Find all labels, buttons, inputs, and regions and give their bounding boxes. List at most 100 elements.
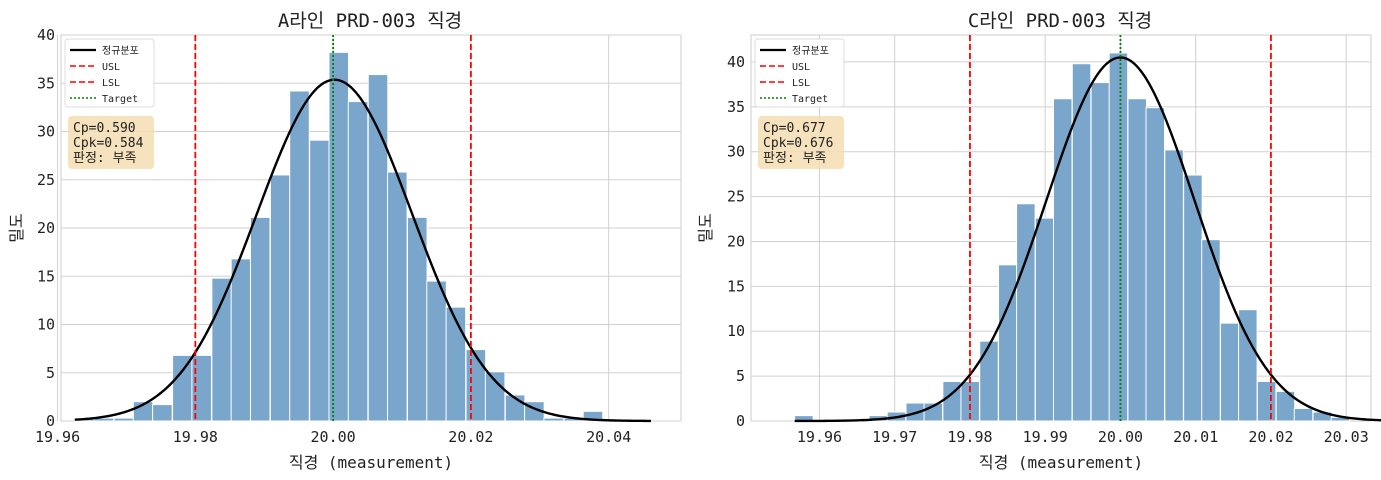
legend-box [64, 38, 155, 108]
y-tick-labels: 0 5 10 15 20 25 30 35 40 [727, 53, 745, 430]
histogram-bar [1016, 203, 1036, 422]
histogram-bar [979, 340, 999, 422]
y-tick-label: 5 [736, 367, 745, 385]
y-tick-label: 40 [727, 53, 745, 71]
y-tick-label: 5 [46, 364, 55, 382]
x-tick-labels: 19.96 19.98 20.00 20.02 20.04 [35, 428, 631, 446]
normal-curve-line [794, 56, 1381, 423]
stats-cpk: Cpk=0.676 [763, 136, 833, 151]
y-tick-label: 35 [37, 74, 55, 92]
x-tick-label: 20.02 [1248, 428, 1293, 446]
legend-label-usl: USL [792, 62, 810, 73]
y-tick-labels: 0 5 10 15 20 25 30 35 40 [37, 26, 55, 430]
histogram-bar [269, 174, 291, 422]
y-tick-label: 30 [37, 123, 55, 141]
stats-cp: Cp=0.677 [763, 121, 826, 136]
x-tick-label: 19.98 [947, 428, 992, 446]
normal-curve-line [74, 78, 651, 423]
histogram-bar [230, 258, 252, 422]
histogram-bar [309, 139, 330, 422]
histogram-bar [328, 51, 350, 422]
histogram-bar [1034, 217, 1055, 422]
x-tick-label: 19.97 [872, 428, 917, 446]
y-tick-label: 0 [736, 412, 745, 430]
chart-panel-c-line: C라인 PRD-003 직경 19.96 19.97 19.98 19.99 20.00… [696, 10, 1381, 472]
y-tick-label: 20 [37, 219, 55, 237]
histogram-bar [1052, 98, 1073, 422]
legend-label-normal: 정규분포 [102, 45, 139, 57]
histogram-bar [1090, 82, 1111, 422]
histogram-bar [1164, 149, 1184, 422]
legend-box [754, 38, 845, 108]
x-tick-label: 20.00 [311, 428, 356, 446]
histogram-bar [1293, 407, 1314, 422]
stats-box-background [68, 116, 154, 169]
legend-label-lsl: LSL [102, 78, 120, 89]
histogram-bar [465, 349, 487, 422]
histogram-bar [1256, 381, 1277, 422]
histogram-bar [1108, 52, 1129, 422]
histogram-bar [445, 306, 467, 422]
normal-curve [74, 78, 651, 423]
y-axis-label: 밀도 [696, 213, 715, 242]
histogram-bar [1238, 309, 1258, 422]
histogram-bar [1127, 98, 1147, 422]
y-tick-label: 20 [727, 232, 745, 250]
chart-title: A라인 PRD-003 직경 [278, 10, 462, 32]
y-tick-label: 15 [727, 277, 745, 295]
x-tick-label: 20.03 [1324, 428, 1369, 446]
y-tick-label: 15 [37, 267, 55, 285]
histogram-bar [152, 404, 173, 422]
x-tick-label: 20.02 [448, 428, 493, 446]
histogram-bar [249, 216, 271, 422]
histogram-bar [289, 90, 310, 422]
x-tick-label: 19.96 [797, 428, 842, 446]
x-tick-labels: 19.96 19.97 19.98 19.99 20.00 20.01 20.02 20.03 [797, 428, 1369, 446]
x-tick-label: 19.98 [173, 428, 218, 446]
legend: 정규분포 USL LSL Target [64, 38, 155, 108]
histogram-bar [582, 410, 604, 422]
x-tick-label: 20.00 [1098, 428, 1143, 446]
stats-cpk: Cpk=0.584 [73, 136, 144, 151]
y-tick-label: 40 [37, 26, 55, 44]
y-tick-label: 0 [46, 412, 55, 430]
legend-label-target: Target [792, 94, 828, 105]
histogram-bar [543, 417, 564, 422]
stats-cp: Cp=0.590 [73, 121, 136, 136]
spec-lines [194, 35, 472, 421]
chart-title: C라인 PRD-003 직경 [968, 10, 1152, 32]
x-axis-label: 직경 (measurement) [289, 453, 453, 472]
legend-label-normal: 정규분포 [792, 45, 829, 57]
x-tick-label: 20.01 [1173, 428, 1218, 446]
stats-verdict: 판정: 부족 [73, 151, 137, 166]
histogram-bars [74, 51, 604, 422]
y-tick-label: 25 [727, 188, 745, 206]
legend-label-lsl: LSL [792, 78, 810, 89]
x-tick-label: 20.04 [586, 428, 631, 446]
histogram-bar [347, 101, 369, 422]
legend: 정규분포 USL LSL Target [754, 38, 845, 108]
y-tick-label: 30 [727, 143, 745, 161]
y-tick-label: 10 [727, 322, 745, 340]
histogram-bar [387, 171, 408, 422]
histogram-bar [426, 280, 447, 422]
y-axis-label: 밀도 [7, 213, 26, 242]
histogram-bar [1145, 107, 1166, 422]
histogram-bar [113, 417, 135, 422]
histogram-bars [794, 52, 1351, 422]
stats-box: Cp=0.590 Cpk=0.584 판정: 부족 [68, 116, 154, 169]
x-tick-label: 19.99 [1023, 428, 1068, 446]
x-tick-label: 19.96 [35, 428, 80, 446]
legend-label-target: Target [102, 94, 138, 105]
y-tick-label: 35 [727, 98, 745, 116]
spec-lines [969, 35, 1272, 421]
histogram-bar [1220, 322, 1240, 422]
stats-box: Cp=0.677 Cpk=0.676 판정: 부족 [758, 116, 844, 169]
y-tick-label: 25 [37, 171, 55, 189]
normal-curve [794, 56, 1381, 423]
stats-verdict: 판정: 부족 [763, 151, 827, 166]
y-tick-label: 10 [37, 316, 55, 334]
stats-box-background [758, 116, 844, 169]
x-axis-label: 직경 (measurement) [979, 453, 1143, 472]
